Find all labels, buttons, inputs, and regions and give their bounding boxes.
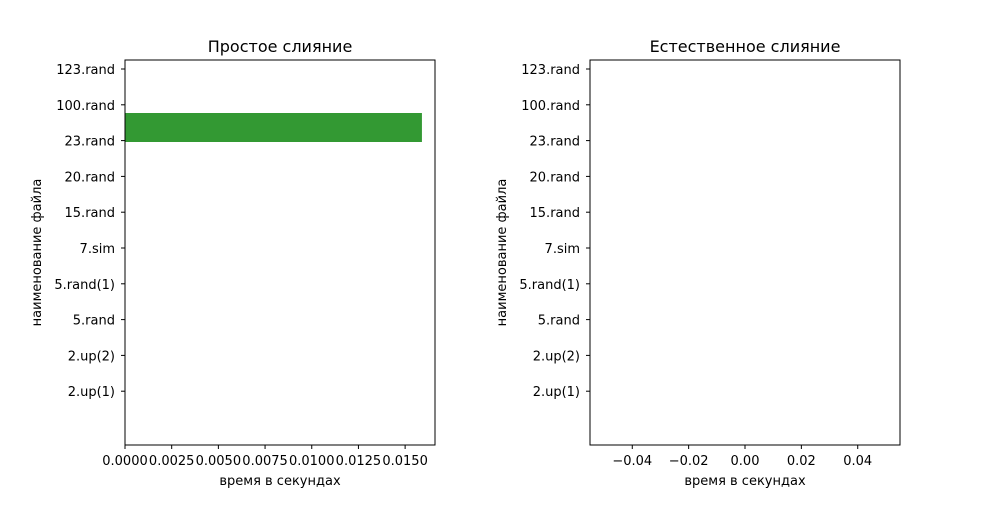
- x-ticks: −0.04 −0.02 0.00 0.02 0.04: [612, 445, 872, 469]
- bars-layer: [125, 113, 422, 142]
- y-ticks: 123.rand 100.rand 23.rand 20.rand 15.rand 7.s…: [54, 63, 125, 400]
- x-axis-label: время в секундах: [684, 474, 806, 489]
- plot-frame: [124, 59, 436, 446]
- y-tick-label: 23.rand: [530, 135, 580, 150]
- chart-panel-natural-merge: Естественное слияние 123.rand 100.rand 23.…: [495, 37, 901, 489]
- x-tick-label: 0.0025: [149, 454, 195, 469]
- y-tick-label: 5.rand: [73, 314, 115, 329]
- x-axis-label: время в секундах: [219, 474, 341, 489]
- y-tick-label: 2.up(1): [533, 385, 580, 400]
- y-tick-label: 20.rand: [530, 170, 580, 185]
- y-tick-label: 100.rand: [521, 99, 580, 114]
- bar-23.rand: [125, 113, 422, 142]
- y-tick-label: 7.sim: [80, 242, 115, 257]
- y-tick-label: 2.up(2): [533, 349, 580, 364]
- y-tick-label: 5.rand(1): [519, 278, 580, 293]
- y-tick-label: 5.rand: [538, 314, 580, 329]
- y-tick-label: 20.rand: [65, 170, 115, 185]
- chart-title: Простое слияние: [208, 37, 353, 56]
- x-tick-label: 0.0125: [336, 454, 382, 469]
- x-tick-label: −0.02: [669, 454, 709, 469]
- x-tick-label: −0.04: [612, 454, 652, 469]
- x-tick-label: 0.0150: [382, 454, 428, 469]
- x-tick-label: 0.00: [731, 454, 760, 469]
- x-ticks: 0.0000 0.0025 0.0050 0.0075 0.0100 0.0125 0.01…: [102, 445, 428, 469]
- x-tick-label: 0.02: [787, 454, 816, 469]
- x-tick-label: 0.0000: [102, 454, 148, 469]
- y-axis-label: наименование файла: [30, 179, 45, 327]
- y-tick-label: 5.rand(1): [54, 278, 115, 293]
- y-tick-label: 123.rand: [521, 63, 580, 78]
- x-tick-label: 0.0050: [196, 454, 242, 469]
- plot-frame: [589, 59, 901, 446]
- y-ticks: 123.rand 100.rand 23.rand 20.rand 15.rand 7.s…: [519, 63, 590, 400]
- y-tick-label: 2.up(1): [68, 385, 115, 400]
- x-tick-label: 0.0100: [289, 454, 335, 469]
- y-tick-label: 15.rand: [65, 206, 115, 221]
- y-tick-label: 123.rand: [56, 63, 115, 78]
- y-tick-label: 100.rand: [56, 99, 115, 114]
- y-tick-label: 23.rand: [65, 135, 115, 150]
- y-axis-label: наименование файла: [495, 179, 510, 327]
- y-tick-label: 15.rand: [530, 206, 580, 221]
- y-tick-label: 7.sim: [545, 242, 580, 257]
- x-tick-label: 0.04: [843, 454, 872, 469]
- chart-title: Естественное слияние: [650, 37, 841, 56]
- x-tick-label: 0.0075: [242, 454, 288, 469]
- y-tick-label: 2.up(2): [68, 349, 115, 364]
- chart-panel-simple-merge: Простое слияние 123.rand 100.rand 23.rand 2…: [30, 37, 436, 489]
